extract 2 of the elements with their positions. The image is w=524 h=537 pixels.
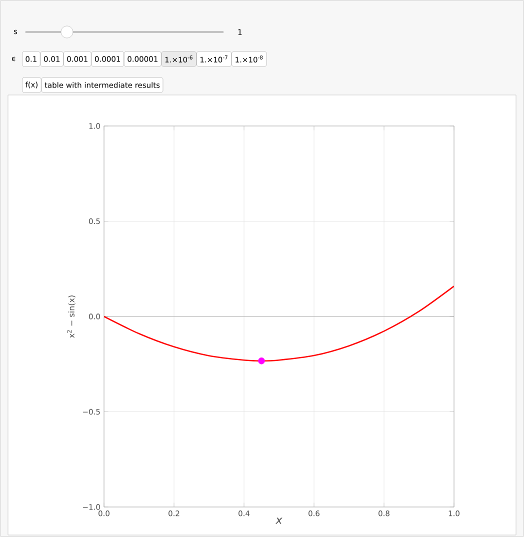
y-axis-title: x$^{2}$ − sin(x)	[67, 296, 76, 338]
x-axis-title: x	[275, 518, 282, 524]
